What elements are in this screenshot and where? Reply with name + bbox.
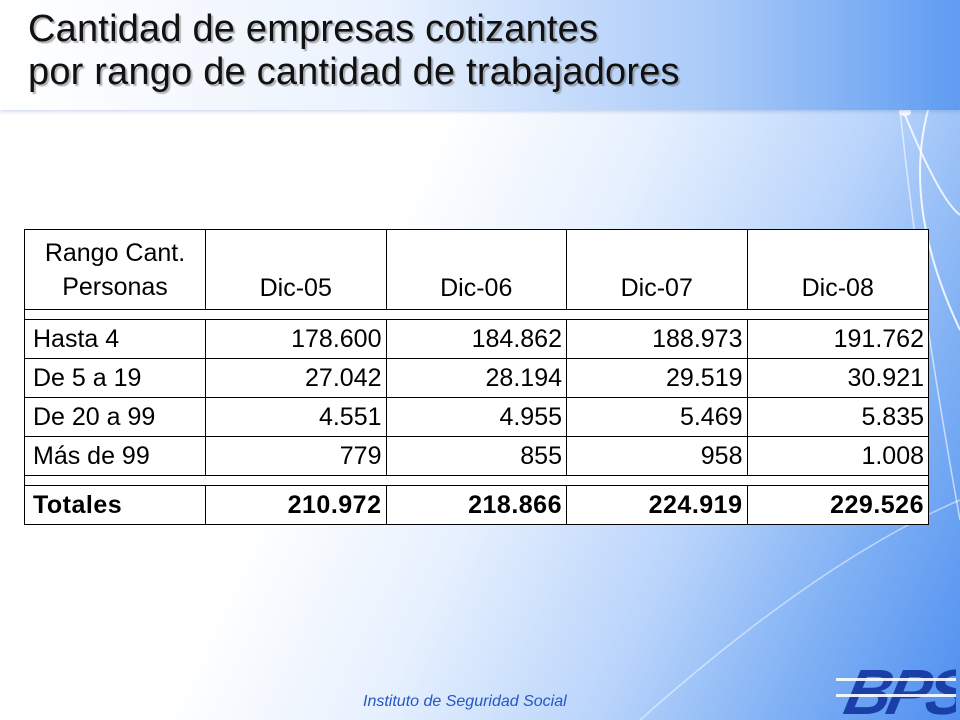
slide-title: Cantidad de empresas cotizantes por rang…: [28, 8, 680, 94]
row-label: Más de 99: [25, 437, 206, 475]
header-col-dic-05: Dic-05: [206, 230, 387, 309]
row-value: 191.762: [833, 324, 924, 353]
header-col-dic-07: Dic-07: [567, 230, 748, 309]
row-value: 27.042: [206, 359, 387, 397]
row-value: 188.973: [567, 320, 748, 358]
title-line-1: Cantidad de empresas cotizantes: [28, 8, 599, 50]
row-value: 178.600: [206, 320, 387, 358]
title-bar: Cantidad de empresas cotizantes por rang…: [0, 0, 960, 110]
footer-institution: Instituto de Seguridad Social: [363, 693, 567, 710]
header-label-line-1: Rango Cant.: [44, 238, 186, 267]
totals-value: 210.972: [206, 486, 387, 524]
row-value: 1.008: [861, 441, 924, 470]
table-row: De 5 a 19 27.042 28.194 29.519 30.921: [25, 359, 928, 398]
companies-table: Rango Cant. Personas Dic-05 Dic-06 Dic-0…: [24, 229, 929, 525]
table-row: Más de 99 779 855 958 1.008: [25, 437, 928, 476]
row-value: 29.519: [567, 359, 748, 397]
row-value: 28.194: [387, 359, 567, 397]
row-value: 5.469: [567, 398, 748, 436]
row-value: 30.921: [847, 363, 924, 392]
table-header-row: Rango Cant. Personas Dic-05 Dic-06 Dic-0…: [25, 230, 928, 310]
row-value: 4.955: [387, 398, 567, 436]
row-value: 5.835: [861, 402, 924, 431]
table-row: Hasta 4 178.600 184.862 188.973 191.762: [25, 320, 928, 359]
bps-logo: BPS: [836, 656, 956, 720]
totals-value: 224.919: [567, 486, 748, 524]
row-value: 184.862: [387, 320, 567, 358]
row-label: Hasta 4: [25, 320, 206, 358]
row-label: De 20 a 99: [25, 398, 206, 436]
row-value: 4.551: [206, 398, 387, 436]
row-label: De 5 a 19: [25, 359, 206, 397]
table-spacer: [25, 310, 928, 320]
header-col-dic-08: Dic-08: [801, 274, 874, 302]
totals-label: Totales: [25, 486, 206, 524]
row-value: 855: [387, 437, 567, 475]
header-col-dic-06: Dic-06: [387, 230, 567, 309]
table-spacer: [25, 476, 928, 486]
row-value: 779: [206, 437, 387, 475]
title-line-2: por rango de cantidad de trabajadores: [28, 51, 680, 93]
totals-value: 229.526: [830, 490, 924, 519]
row-value: 958: [567, 437, 748, 475]
totals-value: 218.866: [387, 486, 567, 524]
table-row: De 20 a 99 4.551 4.955 5.469 5.835: [25, 398, 928, 437]
totals-row: Totales 210.972 218.866 224.919 229.526: [25, 486, 928, 524]
logo-text: BPS: [839, 656, 956, 720]
header-label-cell: Rango Cant. Personas: [25, 230, 206, 309]
header-label-line-2: Personas: [62, 272, 168, 301]
